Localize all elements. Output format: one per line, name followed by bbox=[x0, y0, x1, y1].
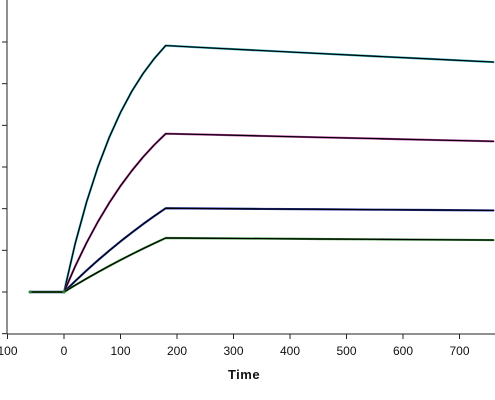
series-3-fit-line bbox=[29, 237, 494, 293]
x-tick-label-6: 500 bbox=[336, 344, 356, 358]
series-0-data-line bbox=[29, 44, 495, 294]
series-1-data-line bbox=[29, 132, 495, 294]
x-tick-label-7: 600 bbox=[393, 344, 413, 358]
series-3-data-line bbox=[29, 236, 495, 294]
series-2-fit-line bbox=[29, 207, 494, 293]
x-tick-label-3: 200 bbox=[167, 344, 187, 358]
labels-layer: Time bbox=[228, 367, 260, 382]
x-tick-label-1: 0 bbox=[61, 344, 68, 358]
series-0-fit-line bbox=[29, 44, 494, 293]
series-3-point-1 bbox=[62, 290, 66, 294]
curves-layer bbox=[28, 44, 495, 294]
x-tick-label-2: 100 bbox=[110, 344, 130, 358]
series-1-fit-line bbox=[29, 133, 494, 293]
x-tick-label-0: 100 bbox=[0, 344, 18, 358]
x-tick-label-4: 300 bbox=[223, 344, 243, 358]
series-3-point-0 bbox=[28, 290, 32, 294]
x-tick-label-5: 400 bbox=[280, 344, 300, 358]
x-tick-label-8: 700 bbox=[449, 344, 469, 358]
axes-layer: 100 0 100 200 300 400 500 600 700 bbox=[0, 0, 495, 358]
x-axis-title: Time bbox=[228, 367, 260, 382]
